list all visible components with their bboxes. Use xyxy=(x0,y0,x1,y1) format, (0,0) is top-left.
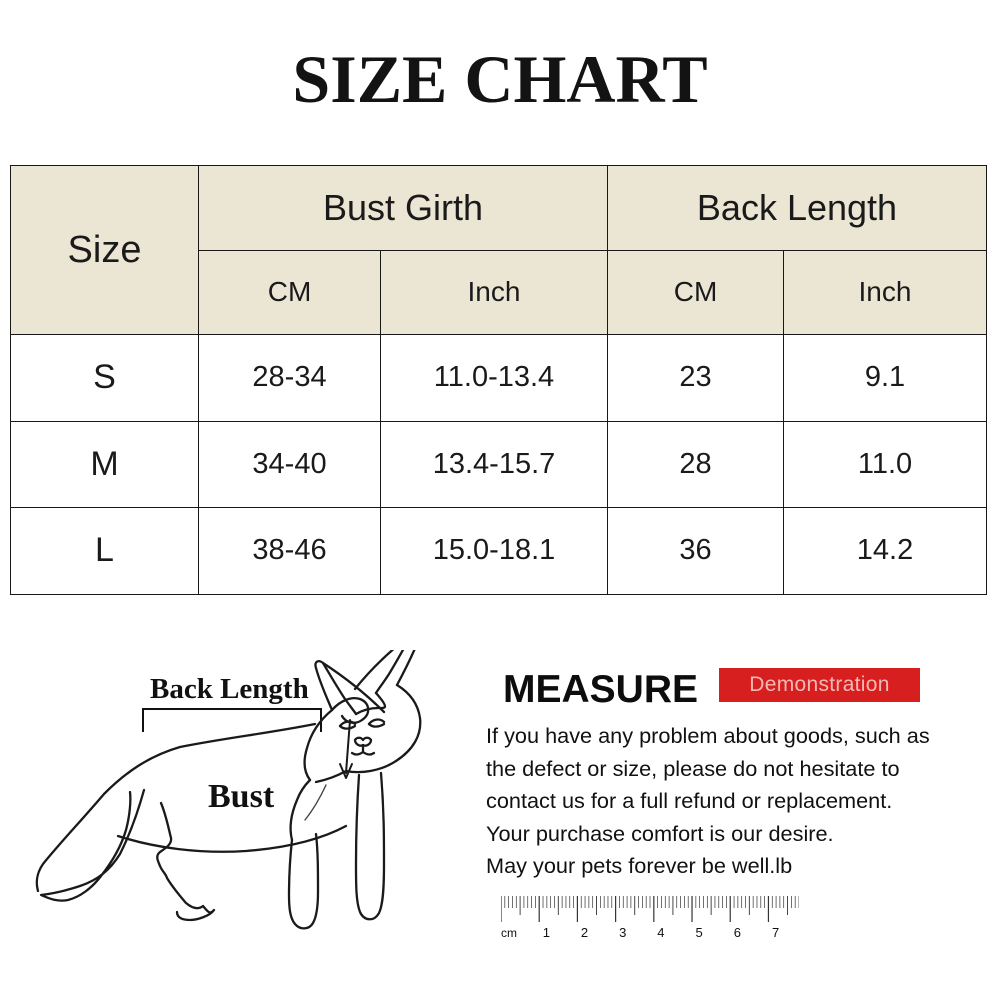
svg-text:2: 2 xyxy=(581,925,588,940)
svg-text:4: 4 xyxy=(657,925,664,940)
svg-text:3: 3 xyxy=(619,925,626,940)
svg-text:1: 1 xyxy=(543,925,550,940)
svg-text:6: 6 xyxy=(734,925,741,940)
svg-text:7: 7 xyxy=(772,925,779,940)
svg-text:cm: cm xyxy=(501,926,517,940)
svg-text:5: 5 xyxy=(696,925,703,940)
